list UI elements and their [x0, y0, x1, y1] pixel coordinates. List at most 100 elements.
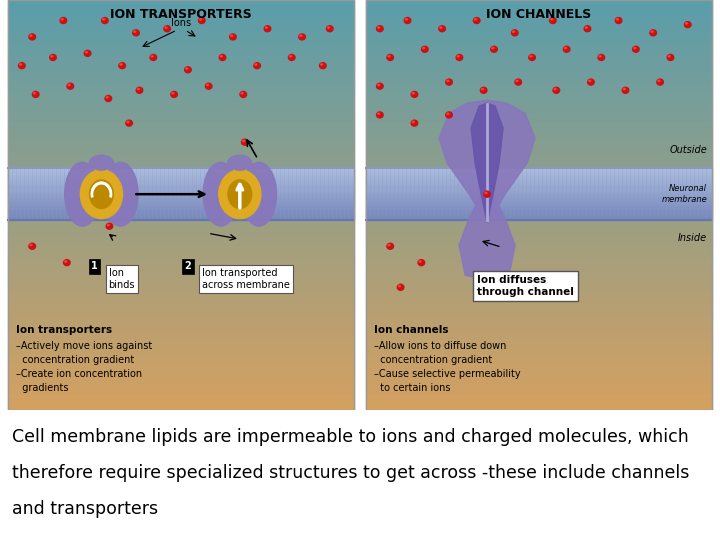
Bar [366, 308, 712, 313]
Ellipse shape [589, 80, 590, 82]
Ellipse shape [243, 140, 245, 141]
Ellipse shape [289, 56, 292, 57]
Ellipse shape [668, 56, 670, 57]
Ellipse shape [29, 34, 35, 40]
Ellipse shape [397, 284, 404, 291]
Ellipse shape [484, 191, 490, 197]
Bar [8, 179, 354, 181]
Bar [8, 241, 354, 246]
Ellipse shape [89, 155, 113, 170]
Ellipse shape [440, 27, 442, 28]
Bar [366, 400, 712, 405]
Ellipse shape [411, 91, 418, 97]
Bar [8, 354, 354, 359]
Bar [366, 231, 712, 236]
Bar [366, 179, 712, 181]
Bar [366, 318, 712, 323]
Ellipse shape [30, 35, 32, 37]
Bar [366, 194, 712, 197]
Bar [366, 218, 712, 220]
Bar [366, 128, 712, 133]
Ellipse shape [326, 26, 333, 32]
Ellipse shape [203, 163, 238, 226]
Bar [366, 241, 712, 246]
Ellipse shape [564, 48, 567, 49]
Ellipse shape [220, 56, 222, 57]
Ellipse shape [240, 91, 246, 97]
Ellipse shape [511, 30, 518, 36]
Text: therefore require specialized structures to get across -these include channels: therefore require specialized structures… [12, 464, 689, 482]
Bar [8, 0, 354, 5]
Bar [366, 369, 712, 375]
Ellipse shape [633, 46, 639, 52]
Ellipse shape [657, 79, 663, 85]
Bar [366, 344, 712, 349]
Bar [366, 179, 712, 185]
Bar [366, 159, 712, 164]
Ellipse shape [584, 26, 590, 32]
Ellipse shape [598, 55, 605, 60]
Text: gradients: gradients [16, 383, 68, 393]
Text: Ion channels: Ion channels [374, 325, 449, 335]
Bar [8, 176, 354, 179]
Bar [8, 108, 354, 113]
Ellipse shape [405, 18, 408, 20]
Bar [366, 256, 712, 261]
Ellipse shape [172, 92, 174, 94]
Ellipse shape [103, 18, 104, 20]
Text: Ion transported
across membrane: Ion transported across membrane [202, 268, 289, 290]
Ellipse shape [377, 27, 379, 28]
Bar [366, 186, 712, 189]
Bar [8, 215, 354, 218]
Text: ION CHANNELS: ION CHANNELS [487, 8, 592, 21]
Bar [8, 194, 354, 197]
Ellipse shape [491, 46, 498, 52]
Ellipse shape [63, 260, 70, 266]
Bar [8, 51, 354, 56]
Bar [366, 333, 712, 339]
Bar [366, 168, 712, 171]
Polygon shape [459, 194, 515, 280]
Ellipse shape [585, 27, 588, 28]
Bar [8, 313, 354, 318]
Bar [8, 118, 354, 123]
Bar [8, 185, 354, 190]
Bar [366, 103, 712, 108]
Ellipse shape [588, 79, 594, 85]
Ellipse shape [264, 26, 271, 32]
Bar [366, 221, 712, 226]
Bar [8, 92, 354, 97]
Bar [8, 252, 354, 256]
Bar [8, 298, 354, 302]
Bar [366, 92, 712, 97]
Bar [366, 302, 712, 308]
Bar [8, 205, 354, 207]
Ellipse shape [67, 83, 73, 89]
Ellipse shape [33, 92, 35, 94]
Ellipse shape [412, 121, 414, 123]
Bar [366, 123, 712, 128]
Ellipse shape [65, 163, 100, 226]
Bar [366, 205, 712, 211]
Ellipse shape [447, 80, 449, 82]
Ellipse shape [446, 79, 452, 85]
Bar [8, 144, 354, 149]
Ellipse shape [320, 63, 326, 69]
Ellipse shape [616, 17, 622, 24]
Bar [366, 197, 712, 199]
Bar [366, 133, 712, 138]
Ellipse shape [136, 87, 143, 93]
Bar [366, 170, 712, 174]
Text: –Allow ions to diffuse down: –Allow ions to diffuse down [374, 341, 506, 352]
Ellipse shape [106, 97, 108, 98]
Ellipse shape [549, 17, 556, 24]
Bar [366, 15, 712, 21]
Ellipse shape [482, 89, 484, 90]
Bar [8, 318, 354, 323]
Bar [8, 380, 354, 384]
Bar [366, 113, 712, 118]
Ellipse shape [207, 84, 209, 86]
Ellipse shape [421, 46, 428, 52]
Ellipse shape [186, 68, 188, 69]
Text: Inside: Inside [678, 233, 707, 243]
